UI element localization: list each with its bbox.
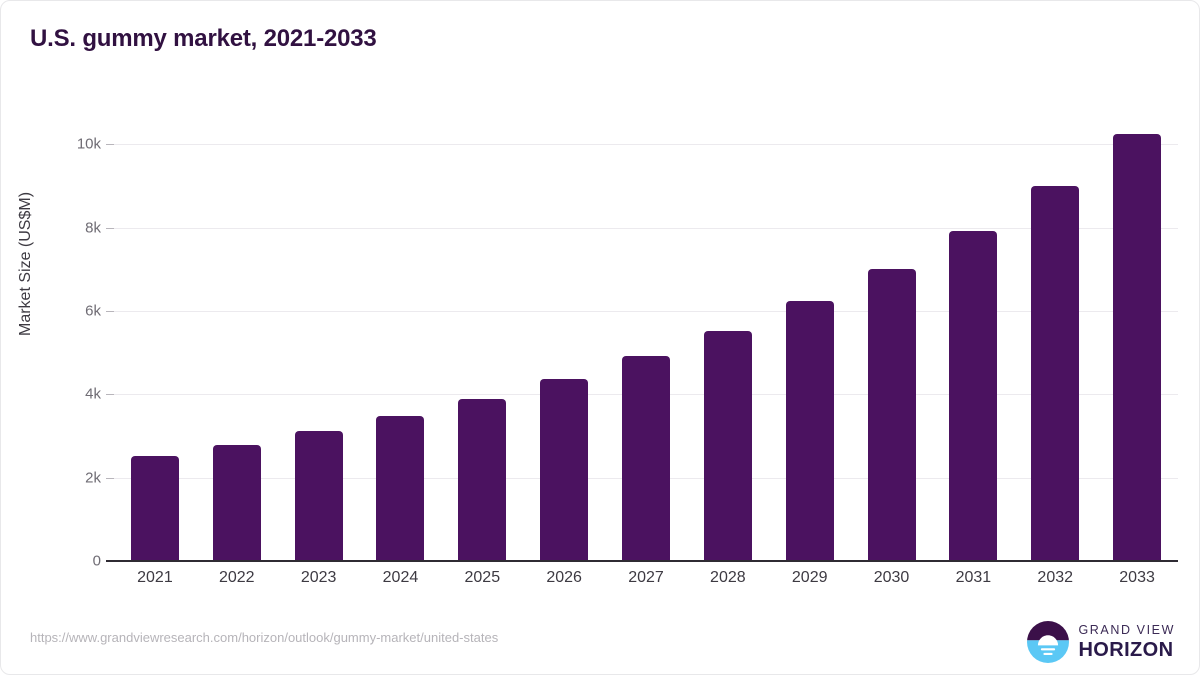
x-axis-tick-label: 2033 [1119,569,1155,586]
bar[interactable] [294,431,343,561]
y-axis-tick-label: 10k [76,135,101,153]
bar[interactable] [949,230,998,561]
bar[interactable] [703,331,752,561]
plot-area [114,111,1178,561]
y-axis-tick-label: 6k [85,302,101,320]
logo-wordmark: GRAND VIEW HORIZON [1078,624,1175,660]
gridline [114,227,1178,229]
x-axis-tick-label: 2021 [137,569,173,586]
logo-line-2: HORIZON [1078,638,1174,661]
bar[interactable] [458,399,507,561]
x-axis-tick-label: 2026 [546,569,582,586]
bar[interactable] [212,444,261,561]
grand-view-horizon-logo[interactable]: GRAND VIEW HORIZON [1027,621,1175,663]
bar[interactable] [622,356,670,561]
x-axis-tick-label: 2029 [791,569,828,586]
y-axis-tick-mark [106,477,114,479]
bar[interactable] [1113,134,1162,561]
gridline [114,144,1178,146]
bar[interactable] [785,301,834,561]
x-axis-tick-label: 2023 [300,569,337,586]
y-axis-tick-mark [106,144,114,146]
bar[interactable] [540,379,589,561]
y-axis-tick-mark [106,394,114,396]
x-axis-tick-label: 2028 [710,569,746,586]
x-axis-tick-label: 2022 [218,569,255,586]
page-title: U.S. gummy market, 2021-2033 [30,25,377,52]
x-axis-tick-label: 2030 [873,569,910,586]
logo-line-1: GRAND VIEW [1078,623,1175,638]
y-axis-tick-label: 2k [85,469,101,487]
x-axis-line [106,560,1178,562]
x-axis-tick-label: 2027 [628,569,664,586]
bar[interactable] [867,268,916,561]
y-axis-tick-mark [106,311,114,312]
horizon-circle-icon [1027,621,1070,663]
y-axis-tick-label: 8k [85,219,101,237]
x-axis-tick-label: 2024 [382,569,419,586]
bar[interactable] [1031,186,1080,561]
gridline [114,311,1178,312]
bar[interactable] [130,456,179,561]
x-axis-tick-label: 2032 [1037,569,1074,586]
y-axis-tick-label: 0 [92,552,101,570]
source-url[interactable]: https://www.grandviewresearch.com/horizo… [30,630,499,645]
x-axis-tick-label: 2031 [955,569,992,586]
bar[interactable] [376,416,425,561]
y-axis-tick-label: 4k [85,385,101,403]
y-axis-tick-mark [106,227,114,229]
x-axis-tick-label: 2025 [464,569,501,586]
